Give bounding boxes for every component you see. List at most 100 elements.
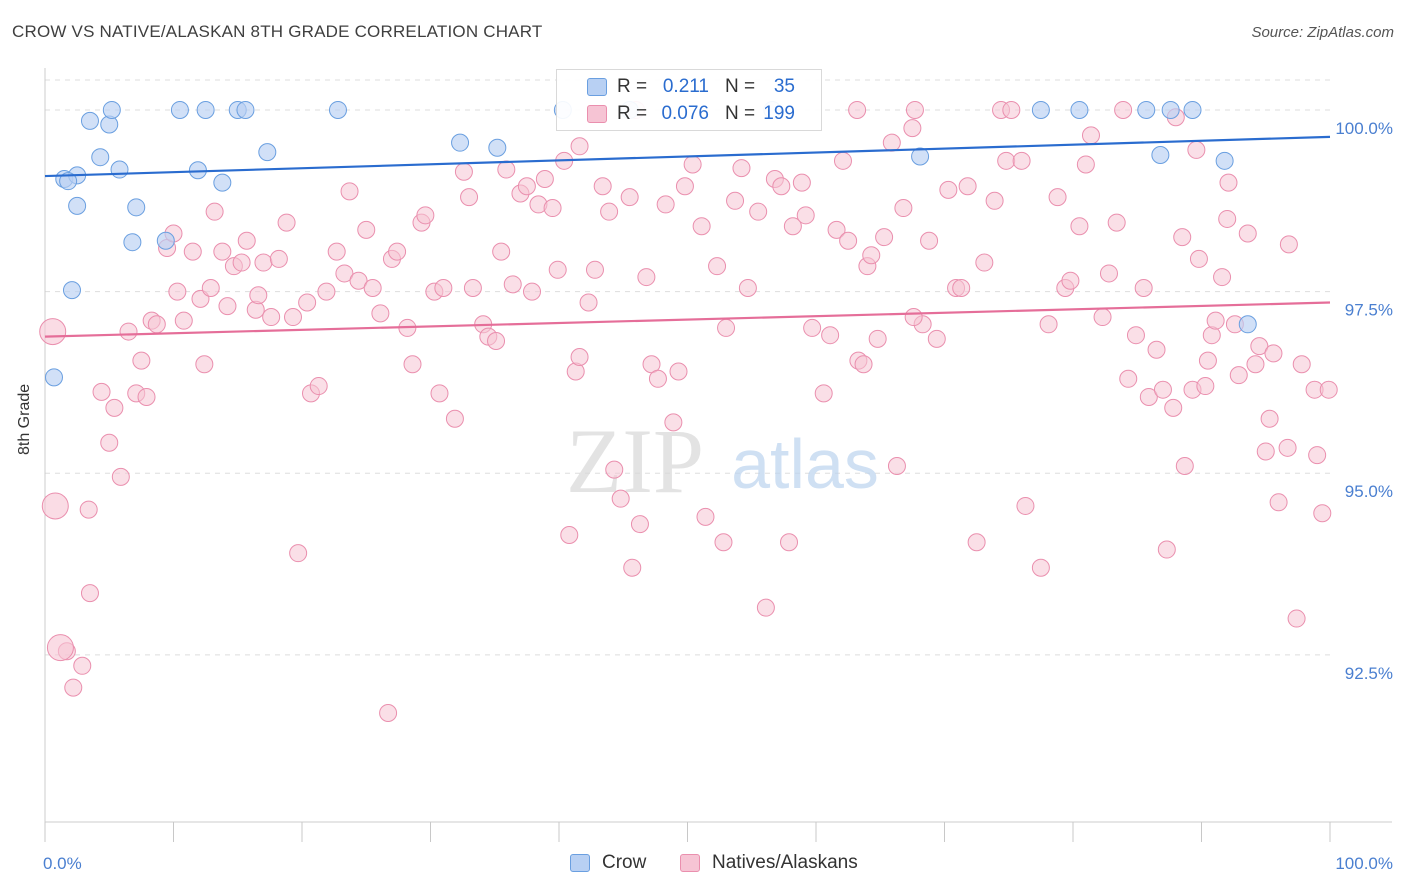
native-point [100,433,119,452]
native-point [1126,326,1145,345]
native-point [839,231,858,250]
crow-point [156,231,175,250]
native-point [848,100,867,119]
native-point [454,162,473,181]
tick-labels: 92.5% 95.0% 97.5% 100.0% 0.0% 100.0% [43,119,1393,873]
native-point [1139,387,1158,406]
native-point [105,398,124,417]
native-point [772,177,791,196]
native-point [997,151,1016,170]
native-point [277,213,296,232]
native-point [903,119,922,138]
native-point [570,347,589,366]
crow-point [110,160,129,179]
native-point [205,202,224,221]
native-point [460,188,479,207]
native-point [503,275,522,294]
native-point [195,355,214,374]
native-point [717,318,736,337]
native-point [683,155,702,174]
native-swatch [587,105,607,123]
native-point [927,329,946,348]
crow-point [68,196,87,215]
native-point [445,409,464,428]
native-point [854,355,873,374]
native-point [1147,340,1166,359]
native-point [340,182,359,201]
crow-point [127,198,146,217]
native-point [958,177,977,196]
crow-point [1215,151,1234,170]
native-point [585,260,604,279]
native-point [80,584,99,603]
native-point [1107,213,1126,232]
native-point [349,271,368,290]
n-value: 199 [763,103,795,124]
native-point [269,249,288,268]
native-point [1256,442,1275,461]
native-point [905,100,924,119]
native-point [738,278,757,297]
legend-label-natives: Natives/Alaskans [712,852,858,873]
chart-title: CROW VS NATIVE/ALASKAN 8TH GRADE CORRELA… [12,22,543,41]
native-point [416,206,435,225]
native-point [1134,278,1153,297]
native-point [1308,446,1327,465]
native-point [535,169,554,188]
native-point [939,180,958,199]
crow-point [59,172,78,191]
native-point [1048,188,1067,207]
native-point [756,598,775,617]
native-point [363,278,382,297]
native-point [952,278,971,297]
native-point [656,195,675,214]
native-point [1187,140,1206,159]
n-value: 35 [773,76,795,97]
native-point [201,278,220,297]
native-point [73,656,92,675]
native-point [1198,351,1217,370]
native-point [783,217,802,236]
native-point [487,332,506,351]
native-point [357,220,376,239]
native-point [1039,315,1058,334]
n-label: N = [725,103,756,124]
native-point [183,242,202,261]
crow-point [62,281,81,300]
native-point [796,206,815,225]
r-label: R = [617,76,648,97]
crow-point [451,133,470,152]
native-swatch [680,854,700,872]
native-point [792,173,811,192]
native-point [543,199,562,218]
native-point [317,282,336,301]
native-point [593,177,612,196]
native-point [648,369,667,388]
native-point [726,191,745,210]
crow-points [44,100,1257,387]
y-tick-label: 95.0% [1345,482,1393,501]
y-tick-label: 92.5% [1345,664,1393,683]
native-point [137,387,156,406]
axes [44,68,1392,842]
native-point [780,533,799,552]
native-points [39,100,1338,723]
native-point [749,202,768,221]
native-point [1269,493,1288,512]
crow-point [123,233,142,252]
crow-point [1238,315,1257,334]
native-point [1313,504,1332,523]
native-point [1229,366,1248,385]
native-trend-line [44,301,1331,338]
native-point [803,318,822,337]
native-point [92,382,111,401]
crow-point [44,368,63,387]
crow-point [1070,100,1089,119]
native-point [708,257,727,276]
native-point [1012,151,1031,170]
crow-point [488,138,507,157]
r-label: R = [617,103,648,124]
native-point [379,704,398,723]
native-point [492,242,511,261]
crow-point [258,143,277,162]
